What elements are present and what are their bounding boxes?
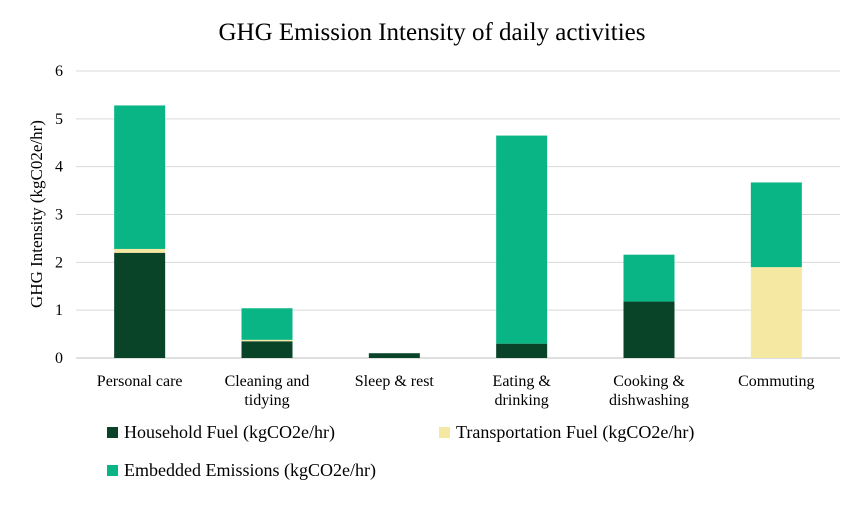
bar-segment [368, 353, 420, 358]
y-axis-label: GHG Intensity (kgC02e/hr) [27, 120, 46, 308]
x-category-label: Eating & drinking [493, 373, 552, 409]
bar-segment [496, 343, 548, 358]
bar-segment [623, 301, 675, 358]
bar-segment [114, 105, 166, 249]
legend-swatch [107, 427, 118, 438]
bar-segment [114, 248, 166, 253]
y-tick-label: 3 [55, 207, 63, 224]
y-tick-label: 6 [55, 63, 63, 80]
y-ticks: 0 1 2 3 4 5 6 [55, 63, 63, 367]
chart-title: GHG Emission Intensity of daily activiti… [218, 19, 645, 46]
x-category-label: Sleep & rest [355, 373, 435, 390]
x-category-label: Personal care [97, 373, 183, 390]
y-tick-label: 1 [55, 302, 63, 319]
legend-label: Transportation Fuel (kgCO2e/hr) [456, 422, 694, 443]
bar-segment [241, 341, 293, 358]
bar-segment [496, 135, 548, 344]
bars [114, 105, 802, 358]
legend-swatch [107, 465, 118, 476]
legend: Household Fuel (kgCO2e/hr) Transportation… [107, 422, 694, 481]
gridlines [76, 70, 840, 359]
x-categories: Personal care Cleaning and tidying Sleep & … [97, 373, 815, 409]
legend-label: Household Fuel (kgCO2e/hr) [124, 422, 335, 443]
x-category-label: Cleaning and tidying [225, 373, 310, 409]
legend-label: Embedded Emissions (kgCO2e/hr) [124, 460, 376, 481]
legend-swatch [439, 427, 450, 438]
x-category-label: Commuting [738, 373, 814, 390]
x-category-label: Cooking & dishwashing [609, 373, 689, 409]
bar-segment [623, 254, 675, 302]
y-tick-label: 0 [55, 350, 63, 367]
y-tick-label: 4 [55, 159, 63, 176]
bar-segment [241, 308, 293, 340]
bar-segment [750, 267, 802, 358]
bar-segment [241, 339, 293, 342]
y-tick-label: 5 [55, 111, 63, 128]
bar-segment [114, 252, 166, 358]
bar-segment [750, 182, 802, 268]
y-tick-label: 2 [55, 254, 63, 271]
